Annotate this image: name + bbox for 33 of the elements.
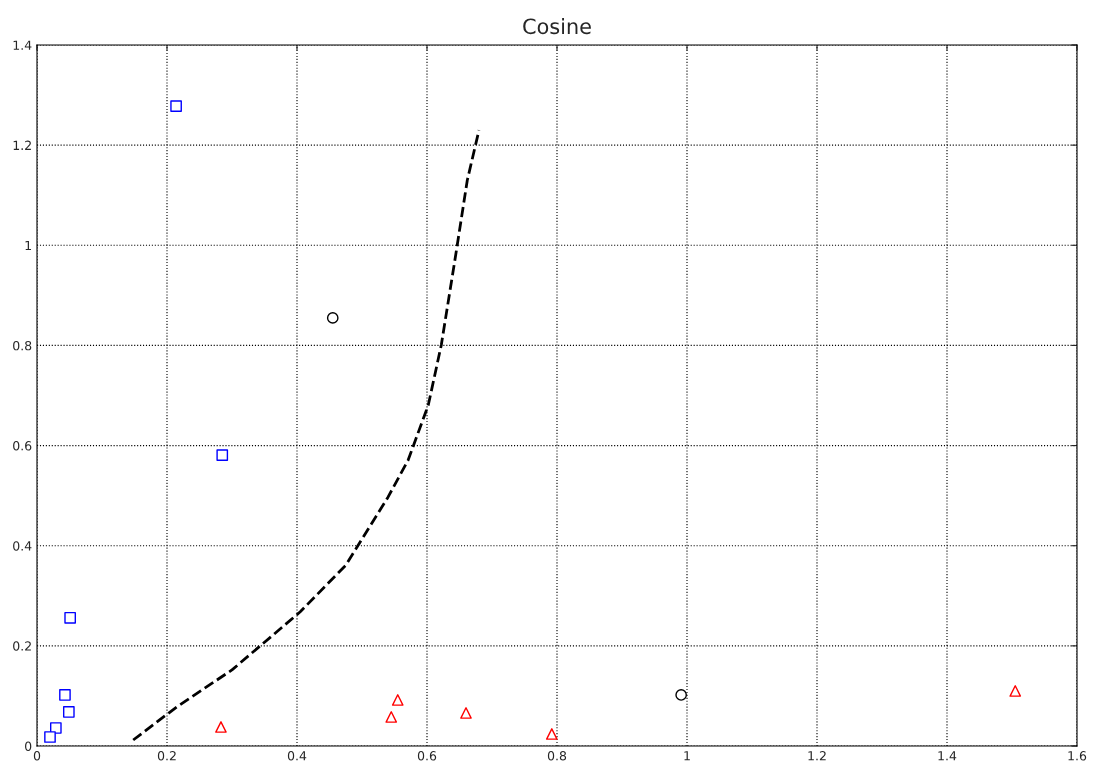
y-tick-label: 1.4 — [13, 40, 32, 50]
point — [460, 707, 472, 719]
x-tick-label: 1.2 — [808, 751, 826, 761]
point — [170, 100, 182, 112]
x-tick-label: 1.6 — [1068, 751, 1087, 761]
point — [215, 721, 227, 733]
y-tick-label: 0.2 — [13, 641, 31, 651]
y-tick-label: 1 — [25, 240, 31, 251]
point — [545, 728, 558, 740]
y-tick-label: 0.6 — [13, 441, 32, 451]
y-tick-label: 0.8 — [13, 340, 32, 351]
y-tick-label: 1.2 — [13, 140, 31, 150]
point — [59, 689, 71, 701]
x-tick-label: 0.8 — [547, 751, 567, 761]
point — [216, 449, 229, 461]
x-tick-label: 0 — [33, 751, 41, 761]
point — [50, 722, 62, 734]
point — [675, 689, 687, 701]
point — [63, 706, 75, 718]
x-tick-label: 1 — [684, 751, 690, 761]
point — [64, 611, 76, 624]
chart-title: Cosine — [523, 18, 591, 35]
x-tick-label: 1.4 — [938, 751, 957, 761]
y-tick-label: 0 — [25, 741, 32, 751]
x-tick-label: 0.4 — [287, 751, 307, 761]
x-tick-label: 0.2 — [157, 751, 176, 761]
point — [44, 731, 56, 743]
point — [326, 312, 339, 324]
point — [1009, 685, 1022, 697]
point — [391, 694, 404, 706]
x-tick-label: 0.6 — [417, 751, 437, 761]
point — [385, 711, 398, 723]
y-tick-label: 0.4 — [13, 541, 32, 551]
